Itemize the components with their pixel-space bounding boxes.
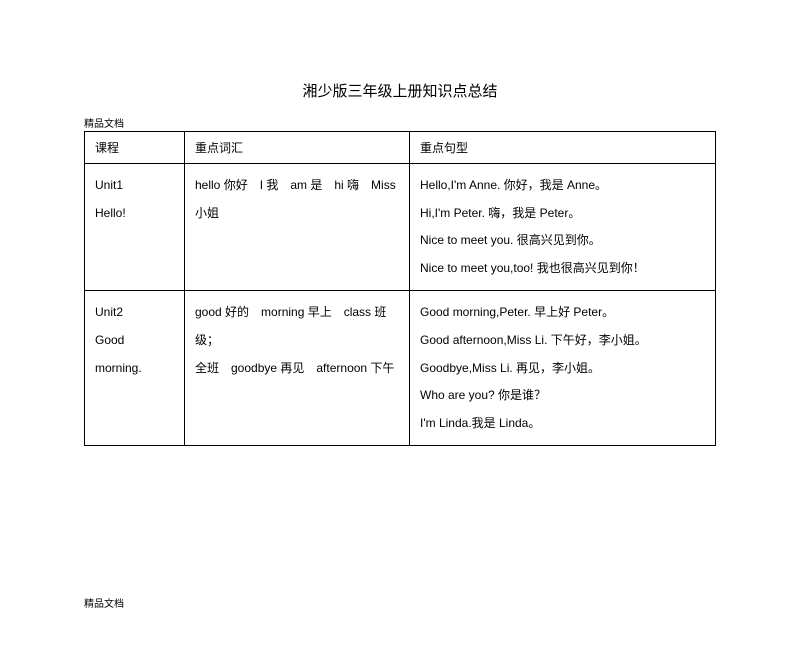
content-table-container: 课程 重点词汇 重点句型 Unit1 Hello! hello 你好 I 我 a… — [84, 131, 716, 446]
cell-sentence: Good morning,Peter. 早上好 Peter。 Good afte… — [410, 291, 716, 446]
sentence-line: Good afternoon,Miss Li. 下午好，李小姐。 — [420, 327, 705, 355]
header-course: 课程 — [85, 132, 185, 164]
sentence-line: I'm Linda.我是 Linda。 — [420, 410, 705, 438]
sentence-line: Hi,I'm Peter. 嗨，我是 Peter。 — [420, 200, 705, 228]
vocab-line: hello 你好 I 我 am 是 hi 嗨 Miss — [195, 172, 399, 200]
header-label: 精品文档 — [84, 115, 124, 130]
cell-course: Unit2 Good morning. — [85, 291, 185, 446]
vocab-line: 全班 goodbye 再见 afternoon 下午 — [195, 355, 399, 383]
content-table: 课程 重点词汇 重点句型 Unit1 Hello! hello 你好 I 我 a… — [84, 131, 716, 446]
course-line: Hello! — [95, 200, 174, 228]
table-header-row: 课程 重点词汇 重点句型 — [85, 132, 716, 164]
footer-label: 精品文档 — [84, 595, 124, 610]
cell-vocab: good 好的 morning 早上 class 班级； 全班 goodbye … — [185, 291, 410, 446]
cell-sentence: Hello,I'm Anne. 你好，我是 Anne。 Hi,I'm Peter… — [410, 164, 716, 291]
cell-vocab: hello 你好 I 我 am 是 hi 嗨 Miss 小姐 — [185, 164, 410, 291]
sentence-line: Goodbye,Miss Li. 再见，李小姐。 — [420, 355, 705, 383]
page-title: 湘少版三年级上册知识点总结 — [0, 80, 800, 101]
cell-course: Unit1 Hello! — [85, 164, 185, 291]
table-row: Unit2 Good morning. good 好的 morning 早上 c… — [85, 291, 716, 446]
sentence-line: Good morning,Peter. 早上好 Peter。 — [420, 299, 705, 327]
table-row: Unit1 Hello! hello 你好 I 我 am 是 hi 嗨 Miss… — [85, 164, 716, 291]
header-sentence: 重点句型 — [410, 132, 716, 164]
course-line: Unit1 — [95, 172, 174, 200]
sentence-line: Nice to meet you. 很高兴见到你。 — [420, 227, 705, 255]
sentence-line: Nice to meet you,too! 我也很高兴见到你！ — [420, 255, 705, 283]
header-vocab: 重点词汇 — [185, 132, 410, 164]
course-line: Good morning. — [95, 327, 174, 382]
course-line: Unit2 — [95, 299, 174, 327]
vocab-line: good 好的 morning 早上 class 班级； — [195, 299, 399, 354]
sentence-line: Hello,I'm Anne. 你好，我是 Anne。 — [420, 172, 705, 200]
vocab-line: 小姐 — [195, 200, 399, 228]
sentence-line: Who are you? 你是谁？ — [420, 382, 705, 410]
